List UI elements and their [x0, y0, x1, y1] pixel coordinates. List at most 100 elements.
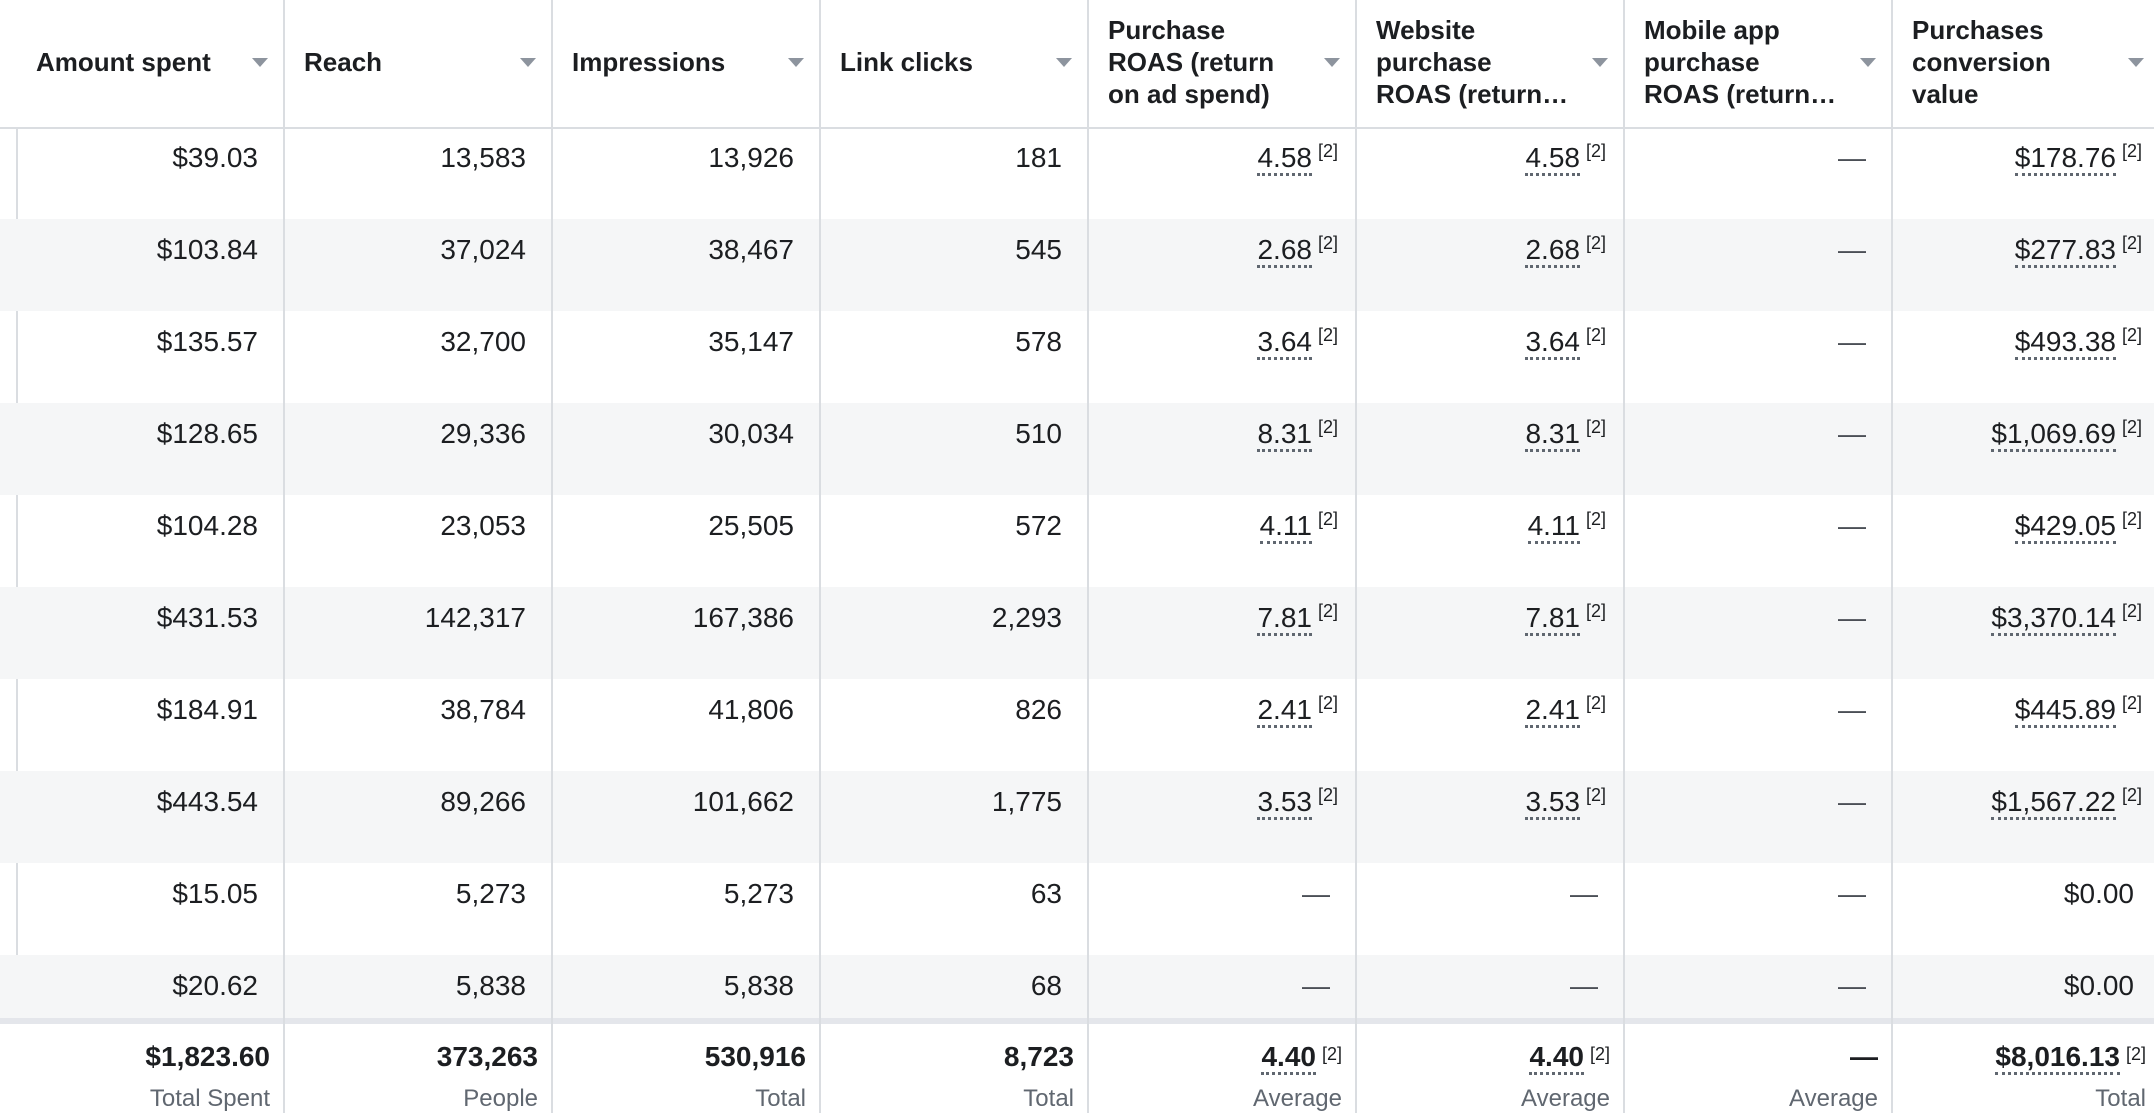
cell-value[interactable]: 4.11 [1259, 510, 1312, 544]
column-header-impressions[interactable]: Impressions [552, 0, 820, 127]
reference-marker[interactable]: [2] [1585, 232, 1606, 253]
cell-value: — [1570, 878, 1598, 909]
table-row[interactable]: $431.53 142,317 167,386 2,293 7.81 [2] 7.81 [2]… [0, 587, 2154, 679]
column-divider[interactable] [1891, 0, 1893, 1113]
cell-value[interactable]: 7.81 [1257, 602, 1312, 636]
table-row[interactable]: $39.03 13,583 13,926 181 4.58 [2] 4.58 [2] — $178… [0, 127, 2154, 219]
cell-value[interactable]: 2.68 [1257, 234, 1312, 268]
column-header-purchase-roas[interactable]: Purchase ROAS (return on ad spend) [1088, 0, 1356, 127]
cell-value[interactable]: $445.89 [2014, 694, 2116, 728]
reference-marker[interactable]: [2] [1317, 140, 1338, 161]
cell-value[interactable]: 4.11 [1527, 510, 1580, 544]
sort-caret-icon[interactable] [1860, 58, 1876, 67]
cell-value[interactable]: $3,370.14 [1991, 602, 2116, 636]
reference-marker[interactable]: [2] [2125, 1043, 2146, 1064]
reference-marker[interactable]: [2] [2121, 324, 2142, 345]
cell-website-purchase-roas: 2.68 [2] [1356, 219, 1624, 311]
cell-reach: 89,266 [284, 771, 552, 863]
cell-value[interactable]: $429.05 [2014, 510, 2116, 544]
reference-marker[interactable]: [2] [1317, 692, 1338, 713]
cell-value[interactable]: 7.81 [1525, 602, 1580, 636]
cell-value[interactable]: 8.31 [1525, 418, 1580, 452]
cell-value: 1,775 [991, 786, 1062, 817]
column-header-link-clicks[interactable]: Link clicks [820, 0, 1088, 127]
reference-marker[interactable]: [2] [1317, 600, 1338, 621]
cell-value[interactable]: 2.41 [1257, 694, 1312, 728]
reference-marker[interactable]: [2] [2121, 508, 2142, 529]
cell-value[interactable]: $1,567.22 [1991, 786, 2116, 820]
reference-marker[interactable]: [2] [2121, 140, 2142, 161]
total-value[interactable]: 4.40 [1261, 1041, 1316, 1075]
cell-value[interactable]: 3.53 [1257, 786, 1312, 820]
reference-marker[interactable]: [2] [1317, 508, 1338, 529]
cell-value[interactable]: 3.64 [1257, 326, 1312, 360]
reference-marker[interactable]: [2] [2121, 692, 2142, 713]
column-header-purchases-conversion-value[interactable]: Purchases conversion value [1892, 0, 2154, 127]
sort-caret-icon[interactable] [1324, 58, 1340, 67]
reference-marker[interactable]: [2] [2121, 416, 2142, 437]
cell-value[interactable]: $493.38 [2014, 326, 2116, 360]
reference-marker[interactable]: [2] [1321, 1043, 1342, 1064]
reference-marker[interactable]: [2] [1317, 232, 1338, 253]
table-row[interactable]: $104.28 23,053 25,505 572 4.11 [2] 4.11 [2] — $42… [0, 495, 2154, 587]
cell-value[interactable]: 8.31 [1257, 418, 1312, 452]
sort-caret-icon[interactable] [1056, 58, 1072, 67]
column-header-reach[interactable]: Reach [284, 0, 552, 127]
table-row[interactable]: $443.54 89,266 101,662 1,775 3.53 [2] 3.53 [2] —… [0, 771, 2154, 863]
column-divider[interactable] [551, 0, 553, 1113]
sort-caret-icon[interactable] [788, 58, 804, 67]
table-row[interactable]: $103.84 37,024 38,467 545 2.68 [2] 2.68 [2] — $27… [0, 219, 2154, 311]
sort-caret-icon[interactable] [252, 58, 268, 67]
reference-marker[interactable]: [2] [1585, 416, 1606, 437]
cell-value: 32,700 [440, 326, 526, 357]
column-divider[interactable] [1087, 0, 1089, 1113]
reference-marker[interactable]: [2] [1585, 600, 1606, 621]
table-row[interactable]: $184.91 38,784 41,806 826 2.41 [2] 2.41 [2] — $44… [0, 679, 2154, 771]
cell-link-clicks: 181 [820, 127, 1088, 219]
cell-value: 5,273 [455, 878, 526, 909]
cell-value[interactable]: $178.76 [2014, 142, 2116, 176]
column-header-website-purchase-roas[interactable]: Website purchase ROAS (return… [1356, 0, 1624, 127]
cell-value: 572 [1015, 510, 1062, 541]
cell-value[interactable]: 3.64 [1525, 326, 1580, 360]
reference-marker[interactable]: [2] [1585, 324, 1606, 345]
reference-marker[interactable]: [2] [1317, 784, 1338, 805]
reference-marker[interactable]: [2] [1589, 1043, 1610, 1064]
table-row[interactable]: $135.57 32,700 35,147 578 3.64 [2] 3.64 [2] — $49… [0, 311, 2154, 403]
sort-caret-icon[interactable] [1592, 58, 1608, 67]
cell-amount-spent: $15.05 [16, 863, 284, 955]
sort-caret-icon[interactable] [520, 58, 536, 67]
reference-marker[interactable]: [2] [2121, 600, 2142, 621]
cell-value[interactable]: $1,069.69 [1991, 418, 2116, 452]
cell-value[interactable]: 4.58 [1525, 142, 1580, 176]
cell-link-clicks: 1,775 [820, 771, 1088, 863]
reference-marker[interactable]: [2] [2121, 784, 2142, 805]
reference-marker[interactable]: [2] [2121, 232, 2142, 253]
table-row[interactable]: $128.65 29,336 30,034 510 8.31 [2] 8.31 [2] — $1,… [0, 403, 2154, 495]
sort-caret-icon[interactable] [2128, 58, 2144, 67]
cell-value: 13,583 [440, 142, 526, 173]
cell-value: $39.03 [172, 142, 258, 173]
total-value[interactable]: 4.40 [1529, 1041, 1584, 1075]
cell-value: — [1570, 970, 1598, 1001]
column-divider[interactable] [1355, 0, 1357, 1113]
reference-marker[interactable]: [2] [1317, 324, 1338, 345]
reference-marker[interactable]: [2] [1585, 508, 1606, 529]
reference-marker[interactable]: [2] [1317, 416, 1338, 437]
total-value[interactable]: $8,016.13 [1995, 1041, 2120, 1075]
column-divider[interactable] [283, 0, 285, 1113]
reference-marker[interactable]: [2] [1585, 140, 1606, 161]
cell-value[interactable]: 3.53 [1525, 786, 1580, 820]
column-header-mobile-app-purchase-roas[interactable]: Mobile app purchase ROAS (return… [1624, 0, 1892, 127]
column-divider[interactable] [1623, 0, 1625, 1113]
cell-value[interactable]: 2.68 [1525, 234, 1580, 268]
reference-marker[interactable]: [2] [1585, 692, 1606, 713]
cell-value: 37,024 [440, 234, 526, 265]
cell-value[interactable]: 2.41 [1525, 694, 1580, 728]
cell-value[interactable]: 4.58 [1257, 142, 1312, 176]
cell-value[interactable]: $277.83 [2014, 234, 2116, 268]
table-row[interactable]: $15.05 5,273 5,273 63 — — — $0.00 [0, 863, 2154, 955]
column-header-amount-spent[interactable]: Amount spent [16, 0, 284, 127]
column-divider[interactable] [819, 0, 821, 1113]
reference-marker[interactable]: [2] [1585, 784, 1606, 805]
